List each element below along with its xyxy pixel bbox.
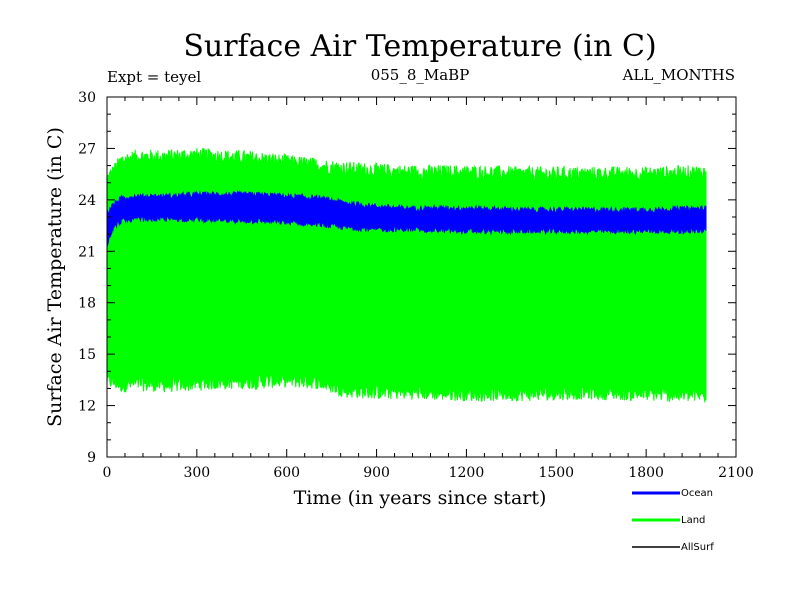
y-tick-label: 15: [78, 347, 96, 363]
x-tick-label: 900: [363, 465, 390, 481]
y-tick-label: 9: [87, 450, 96, 466]
subtitle-left: Expt = teyel: [107, 68, 201, 86]
x-tick-label: 600: [273, 465, 300, 481]
y-tick-label: 21: [78, 244, 96, 260]
y-tick-label: 18: [78, 296, 96, 312]
subtitle-right: ALL_MONTHS: [622, 66, 735, 84]
x-tick-label: 2100: [718, 465, 754, 481]
x-tick-label: 1500: [538, 465, 574, 481]
axes-layer: [106, 96, 737, 458]
chart-title: Surface Air Temperature (in C): [183, 29, 656, 64]
x-tick-label: 0: [103, 465, 112, 481]
tick-label-layer: 0 300 600 900 1200 1500 1800 2100 9 12 15 18 21 24 27 3…: [78, 90, 754, 481]
legend-label-ocean: Ocean: [681, 488, 713, 499]
plot-frame: [106, 96, 737, 458]
y-tick-label: 24: [78, 193, 96, 209]
x-tick-label: 1200: [449, 465, 485, 481]
series-ocean-band: [106, 190, 707, 248]
x-axis-label: Time (in years since start): [294, 487, 547, 509]
series-land-band: [106, 147, 707, 404]
x-tick-label: 1800: [628, 465, 664, 481]
y-tick-label: 12: [78, 399, 96, 415]
text-layer: Surface Air Temperature (in C) Expt = te…: [44, 29, 735, 509]
legend: Ocean Land AllSurf: [632, 488, 714, 553]
series-layer: [106, 147, 707, 404]
y-axis-label: Surface Air Temperature (in C): [44, 127, 66, 427]
x-tick-label: 300: [183, 465, 210, 481]
legend-label-land: Land: [681, 515, 705, 526]
legend-label-allsurf: AllSurf: [681, 542, 714, 553]
subtitle-center: 055_8_MaBP: [371, 66, 470, 84]
y-tick-label: 27: [78, 141, 96, 157]
y-tick-label: 30: [78, 90, 96, 106]
